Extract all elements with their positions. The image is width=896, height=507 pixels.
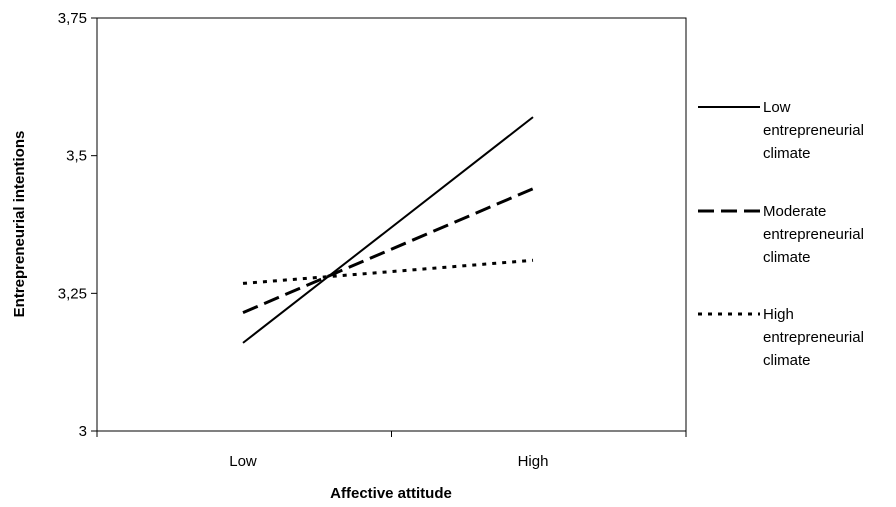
y-tick-label: 3,5 [66, 148, 87, 165]
legend-label-3: entrepreneurial [763, 329, 864, 346]
legend-label-1: entrepreneurial [763, 122, 864, 139]
legend-label-1: climate [763, 145, 811, 162]
x-axis: Low High [96, 431, 687, 470]
x-tick-label: High [518, 453, 549, 470]
y-tick-label: 3 [79, 423, 87, 440]
legend-label-2: Moderate [763, 203, 826, 220]
x-axis-title: Affective attitude [330, 485, 452, 502]
legend-label-1: Low [763, 99, 791, 116]
legend-label-2: climate [763, 249, 811, 266]
y-axis-title: Entrepreneurial intentions [11, 131, 28, 318]
plot-area [96, 17, 687, 432]
y-tick-label: 3,25 [58, 285, 87, 302]
series-group [242, 116, 534, 344]
legend: Low entrepreneurial climate Moderate entrepr… [698, 99, 864, 369]
series-line-3 [242, 258, 534, 285]
x-tick-label: Low [229, 453, 257, 470]
legend-label-2: entrepreneurial [763, 226, 864, 243]
series-line-1 [242, 116, 534, 344]
series-line-2 [242, 187, 534, 314]
legend-label-3: High [763, 306, 794, 323]
y-axis: 3 3,25 3,5 3,75 [58, 10, 97, 440]
legend-label-3: climate [763, 352, 811, 369]
y-tick-label: 3,75 [58, 10, 87, 27]
